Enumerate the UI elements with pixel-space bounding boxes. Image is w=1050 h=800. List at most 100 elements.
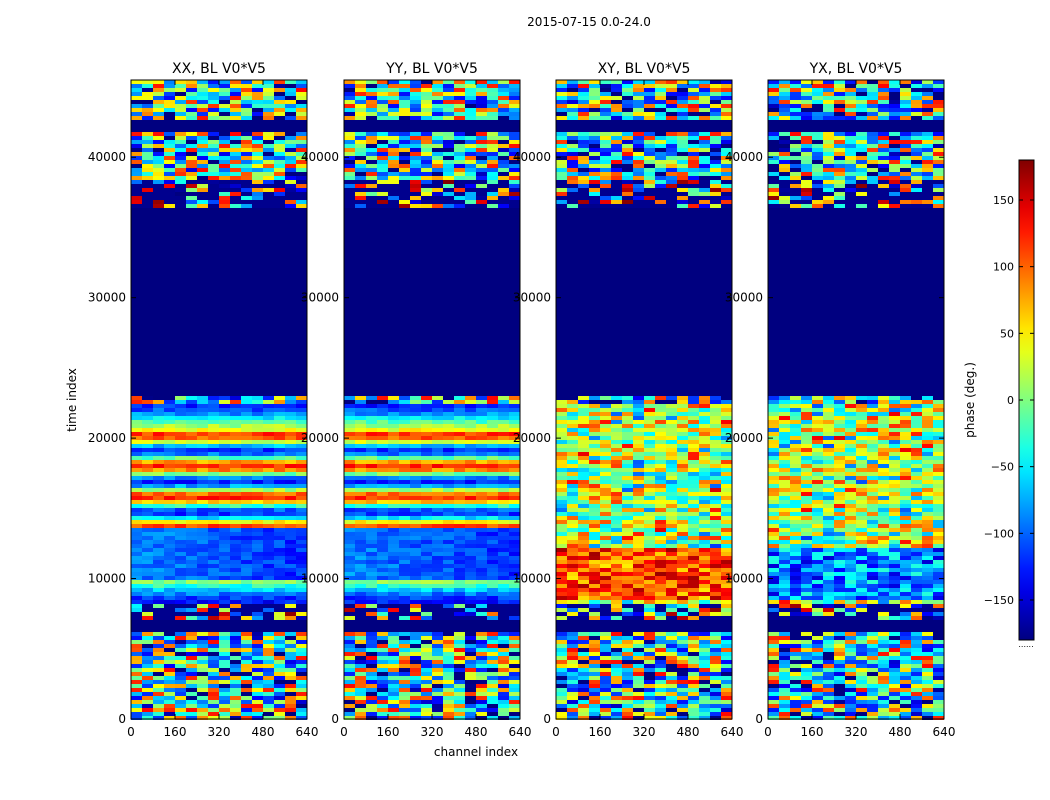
heatmap-cell bbox=[164, 708, 175, 712]
heatmap-cell bbox=[454, 612, 465, 616]
heatmap-cell bbox=[454, 144, 465, 148]
heatmap-cell bbox=[377, 472, 388, 476]
heatmap-cell bbox=[153, 588, 164, 592]
heatmap-cell bbox=[710, 608, 721, 612]
heatmap-cell bbox=[131, 656, 142, 660]
heatmap-cell bbox=[142, 632, 153, 636]
heatmap-cell bbox=[622, 200, 633, 204]
heatmap-cell bbox=[498, 396, 509, 400]
heatmap-row bbox=[131, 280, 307, 284]
heatmap-cell bbox=[153, 544, 164, 548]
heatmap-cell bbox=[241, 516, 252, 520]
heatmap-cell bbox=[487, 604, 498, 608]
heatmap-cell bbox=[421, 532, 432, 536]
heatmap-cell bbox=[421, 180, 432, 184]
heatmap-cell bbox=[296, 400, 307, 404]
heatmap-cell bbox=[355, 104, 366, 108]
heatmap-cell bbox=[677, 540, 688, 544]
heatmap-cell bbox=[142, 448, 153, 452]
heatmap-cell bbox=[487, 580, 498, 584]
heatmap-cell bbox=[633, 80, 644, 84]
heatmap-cell bbox=[219, 104, 230, 108]
heatmap-cell bbox=[600, 476, 611, 480]
heatmap-cell bbox=[164, 400, 175, 404]
heatmap-cell bbox=[567, 568, 578, 572]
heatmap-cell bbox=[197, 572, 208, 576]
heatmap-cell bbox=[399, 504, 410, 508]
heatmap-cell bbox=[399, 452, 410, 456]
heatmap-cell bbox=[252, 408, 263, 412]
heatmap-cell bbox=[677, 508, 688, 512]
heatmap-cell bbox=[498, 108, 509, 112]
heatmap-cell bbox=[131, 452, 142, 456]
heatmap-cell bbox=[443, 644, 454, 648]
heatmap-cell bbox=[476, 716, 487, 720]
heatmap-cell bbox=[175, 472, 186, 476]
heatmap-cell bbox=[366, 88, 377, 92]
heatmap-cell bbox=[388, 136, 399, 140]
heatmap-cell bbox=[710, 520, 721, 524]
heatmap-cell bbox=[509, 452, 520, 456]
heatmap-cell bbox=[230, 404, 241, 408]
heatmap-cell bbox=[296, 612, 307, 616]
heatmap-cell bbox=[677, 168, 688, 172]
heatmap-cell bbox=[622, 608, 633, 612]
heatmap-cell bbox=[399, 448, 410, 452]
heatmap-cell bbox=[377, 456, 388, 460]
heatmap-cell bbox=[498, 452, 509, 456]
heatmap-cell bbox=[465, 652, 476, 656]
heatmap-cell bbox=[589, 532, 600, 536]
heatmap-cell bbox=[355, 504, 366, 508]
heatmap-cell bbox=[556, 612, 567, 616]
heatmap-cell bbox=[421, 560, 432, 564]
heatmap-cell bbox=[578, 528, 589, 532]
heatmap-cell bbox=[589, 152, 600, 156]
heatmap-cell bbox=[164, 196, 175, 200]
heatmap-cell bbox=[377, 704, 388, 708]
heatmap-cell bbox=[366, 688, 377, 692]
heatmap-cell bbox=[142, 536, 153, 540]
heatmap-cell bbox=[230, 180, 241, 184]
heatmap-cell bbox=[677, 516, 688, 520]
heatmap-cell bbox=[410, 472, 421, 476]
heatmap-cell bbox=[186, 520, 197, 524]
heatmap-row bbox=[556, 304, 732, 308]
heatmap-cell bbox=[666, 204, 677, 208]
heatmap-cell bbox=[252, 696, 263, 700]
heatmap-cell bbox=[377, 656, 388, 660]
heatmap-cell bbox=[633, 408, 644, 412]
heatmap-cell bbox=[465, 396, 476, 400]
heatmap-cell bbox=[421, 168, 432, 172]
heatmap-cell bbox=[688, 168, 699, 172]
heatmap-cell bbox=[498, 688, 509, 692]
heatmap-cell bbox=[556, 148, 567, 152]
heatmap-cell bbox=[410, 504, 421, 508]
heatmap-cell bbox=[410, 176, 421, 180]
heatmap-cell bbox=[432, 156, 443, 160]
heatmap-cell bbox=[498, 88, 509, 92]
heatmap-cell bbox=[600, 408, 611, 412]
heatmap-cell bbox=[655, 396, 666, 400]
heatmap-cell bbox=[197, 432, 208, 436]
heatmap-cell bbox=[366, 552, 377, 556]
heatmap-cell bbox=[633, 116, 644, 120]
heatmap-cell bbox=[355, 424, 366, 428]
heatmap-cell bbox=[377, 200, 388, 204]
heatmap-cell bbox=[432, 568, 443, 572]
heatmap-cell bbox=[296, 200, 307, 204]
heatmap-cell bbox=[197, 476, 208, 480]
heatmap-cell bbox=[410, 516, 421, 520]
heatmap-cell bbox=[388, 676, 399, 680]
heatmap-row bbox=[556, 232, 732, 236]
heatmap-cell bbox=[296, 492, 307, 496]
heatmap-cell bbox=[164, 192, 175, 196]
heatmap-cell bbox=[252, 680, 263, 684]
heatmap-cell bbox=[186, 652, 197, 656]
heatmap-cell bbox=[186, 716, 197, 720]
heatmap-cell bbox=[721, 188, 732, 192]
heatmap-cell bbox=[421, 176, 432, 180]
heatmap-row bbox=[131, 388, 307, 392]
heatmap-cell bbox=[355, 708, 366, 712]
heatmap-cell bbox=[197, 716, 208, 720]
heatmap-cell bbox=[263, 640, 274, 644]
